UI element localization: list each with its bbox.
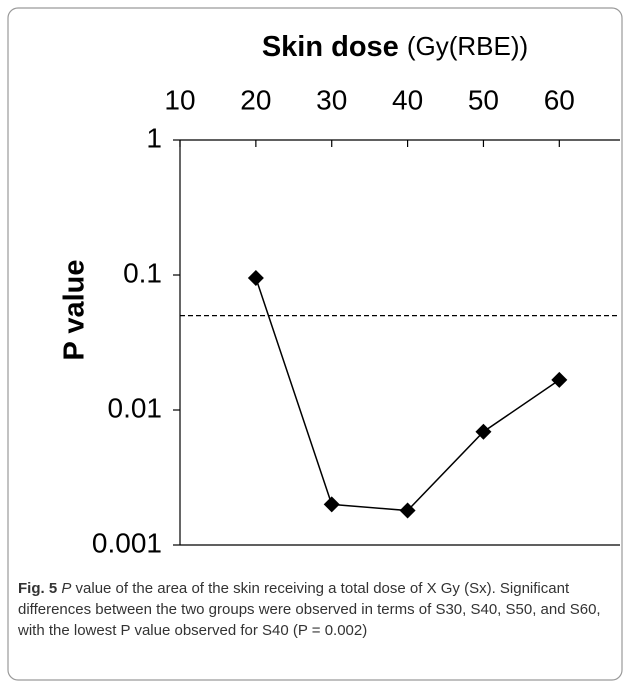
y-tick-label: 0.1	[123, 257, 162, 288]
caption-text: value of the area of the skin receiving …	[18, 580, 601, 639]
data-point	[323, 496, 340, 513]
frame	[7, 7, 623, 681]
x-tick-label: 50	[468, 84, 499, 115]
x-tick-label: 10	[164, 84, 195, 115]
caption-italic: P	[61, 580, 72, 597]
data-point	[247, 270, 264, 287]
series-line	[255, 277, 560, 512]
caption: Fig. 5 P value of the area of the skin r…	[18, 578, 616, 641]
y-tick-label: 0.001	[92, 527, 162, 558]
x-tick-label: 40	[392, 84, 423, 115]
x-tick-label: 60	[544, 84, 575, 115]
x-tick-label: 30	[316, 84, 347, 115]
data-point	[399, 502, 416, 519]
y-tick-label: 1	[146, 122, 162, 153]
chart-title-group: Skin dose (Gy(RBE))	[262, 31, 528, 63]
x-tick-label: 20	[240, 84, 271, 115]
y-axis-label: P value	[59, 259, 91, 360]
caption-label: Fig. 5	[18, 580, 58, 597]
data-point	[551, 371, 568, 388]
chart-title-unit: (Gy(RBE))	[407, 31, 528, 61]
data-point	[475, 423, 492, 440]
chart-title: Skin dose	[262, 31, 399, 63]
y-tick-label: 0.01	[108, 392, 163, 423]
